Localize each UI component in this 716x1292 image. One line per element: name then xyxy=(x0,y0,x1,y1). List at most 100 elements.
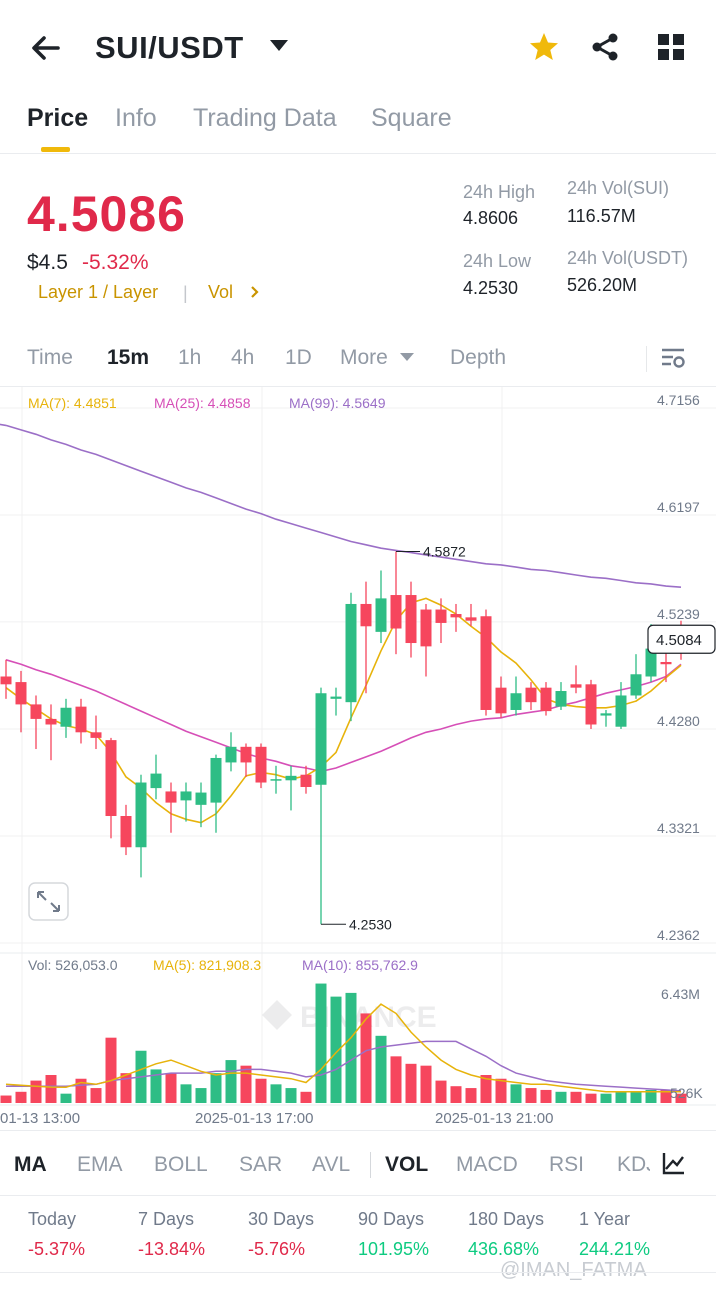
tf-bar-divider xyxy=(0,386,716,387)
tf-1d[interactable]: 1D xyxy=(285,346,312,369)
chart-grid xyxy=(0,387,716,1106)
tab-trading-data[interactable]: Trading Data xyxy=(193,104,337,132)
ma7-legend: MA(7): 4.4851 xyxy=(28,395,117,411)
pair-title[interactable]: SUI/USDT xyxy=(95,30,244,65)
candle-body xyxy=(630,674,642,696)
tag-separator: | xyxy=(183,283,188,303)
candle-body xyxy=(495,687,507,714)
share-icon[interactable] xyxy=(588,30,622,64)
watermark-text: @IMAN_FATMA xyxy=(500,1259,647,1281)
tab-info[interactable]: Info xyxy=(115,104,157,132)
perf-30d-value: -5.76% xyxy=(248,1239,306,1259)
tab-price[interactable]: Price xyxy=(27,104,89,132)
ind-macd[interactable]: MACD xyxy=(456,1153,518,1176)
candle-body xyxy=(615,695,627,727)
candle-body xyxy=(0,676,12,685)
volume-bar xyxy=(480,1075,492,1103)
volume-bar xyxy=(60,1093,72,1103)
ind-kdj[interactable]: KDJ xyxy=(617,1153,657,1176)
candle-body xyxy=(45,718,57,725)
volume-bar xyxy=(555,1091,567,1103)
candle-body xyxy=(285,775,297,781)
ma25-legend: MA(25): 4.4858 xyxy=(154,395,251,411)
ind-vol[interactable]: VOL xyxy=(385,1153,429,1176)
volume-bar xyxy=(330,996,342,1103)
candle-body xyxy=(105,740,117,817)
chart-settings-icon[interactable] xyxy=(659,344,687,372)
perf-90d-label: 90 Days xyxy=(358,1209,425,1229)
volume-bar xyxy=(525,1088,537,1103)
price-tick-label: 4.4280 xyxy=(657,713,700,729)
perf-7d-value: -13.84% xyxy=(138,1239,206,1259)
price-axis: 4.7156 4.6197 4.5239 4.4280 4.3321 4.2362 4.50… xyxy=(647,392,716,943)
vol-sui-value: 116.57M xyxy=(567,206,636,226)
candle-body xyxy=(570,684,582,688)
active-tab-indicator xyxy=(41,147,70,152)
volume-bar xyxy=(600,1093,612,1103)
tf-4h[interactable]: 4h xyxy=(231,346,255,369)
price-tick-label: 4.6197 xyxy=(657,499,700,515)
volume-bar xyxy=(120,1073,132,1103)
ind-boll[interactable]: BOLL xyxy=(154,1153,208,1176)
ind-ema[interactable]: EMA xyxy=(77,1153,123,1176)
grid-menu-icon[interactable] xyxy=(654,30,688,64)
favorite-star-icon[interactable] xyxy=(527,30,561,64)
more-dropdown-icon[interactable] xyxy=(400,353,414,361)
vol-tick-min: 526K xyxy=(670,1085,703,1101)
page-tabs: Price Info Trading Data Square xyxy=(0,100,716,154)
tab-square[interactable]: Square xyxy=(371,104,452,132)
ind-avl[interactable]: AVL xyxy=(312,1153,351,1176)
tf-divider xyxy=(646,346,647,372)
volume-bar xyxy=(15,1091,27,1103)
header: SUI/USDT xyxy=(0,0,716,96)
volume-bar xyxy=(630,1091,642,1103)
candle-body xyxy=(375,598,387,632)
candle-body xyxy=(255,746,267,783)
candle-body xyxy=(525,687,537,703)
volume-bar xyxy=(615,1091,627,1103)
indicator-edit-icon[interactable] xyxy=(650,1147,716,1181)
volume-bar xyxy=(435,1080,447,1103)
candle-body xyxy=(135,782,147,848)
volume-bar xyxy=(585,1093,597,1103)
volume-bar xyxy=(315,983,327,1103)
tf-15m[interactable]: 15m xyxy=(107,346,150,369)
last-price-box xyxy=(647,624,716,654)
candle-body xyxy=(465,617,477,621)
chevron-right-icon[interactable] xyxy=(249,285,261,299)
candle-body xyxy=(480,616,492,710)
candle-body xyxy=(405,595,417,644)
volume-bar xyxy=(495,1078,507,1103)
time-label-2: 2025-01-13 17:00 xyxy=(195,1110,313,1127)
tf-time[interactable]: Time xyxy=(27,346,73,369)
volume-bar xyxy=(450,1086,462,1103)
ind-ma[interactable]: MA xyxy=(14,1153,47,1176)
candle-body xyxy=(315,693,327,785)
volume-bar xyxy=(300,1091,312,1103)
candle-body xyxy=(120,816,132,848)
expand-chart-button[interactable] xyxy=(28,882,69,921)
tf-1h[interactable]: 1h xyxy=(178,346,202,369)
tf-more[interactable]: More xyxy=(340,346,388,369)
candle-body xyxy=(195,792,207,805)
candle-body xyxy=(555,691,567,707)
vol-sui-label: 24h Vol(SUI) xyxy=(567,178,670,198)
category-tag[interactable]: Layer 1 / Layer xyxy=(38,282,159,302)
ma99-line xyxy=(0,423,682,588)
volume-ma10-legend: MA(10): 855,762.9 xyxy=(302,957,418,973)
back-arrow-icon[interactable] xyxy=(28,30,64,66)
ind-sar[interactable]: SAR xyxy=(239,1153,283,1176)
ind-rsi[interactable]: RSI xyxy=(549,1153,585,1176)
vol-link[interactable]: Vol xyxy=(208,282,234,302)
low-marker-label: 4.2530 xyxy=(349,916,392,932)
volume-bar xyxy=(0,1095,12,1103)
tf-depth[interactable]: Depth xyxy=(450,346,507,369)
volume-bar xyxy=(375,1035,387,1103)
candle-body xyxy=(345,603,357,703)
candle-body xyxy=(270,779,282,781)
volume-bar xyxy=(660,1089,672,1103)
pair-dropdown-icon[interactable] xyxy=(270,40,288,51)
perf-30d-label: 30 Days xyxy=(248,1209,315,1229)
volume-legend: Vol: 526,053.0 xyxy=(28,957,118,973)
